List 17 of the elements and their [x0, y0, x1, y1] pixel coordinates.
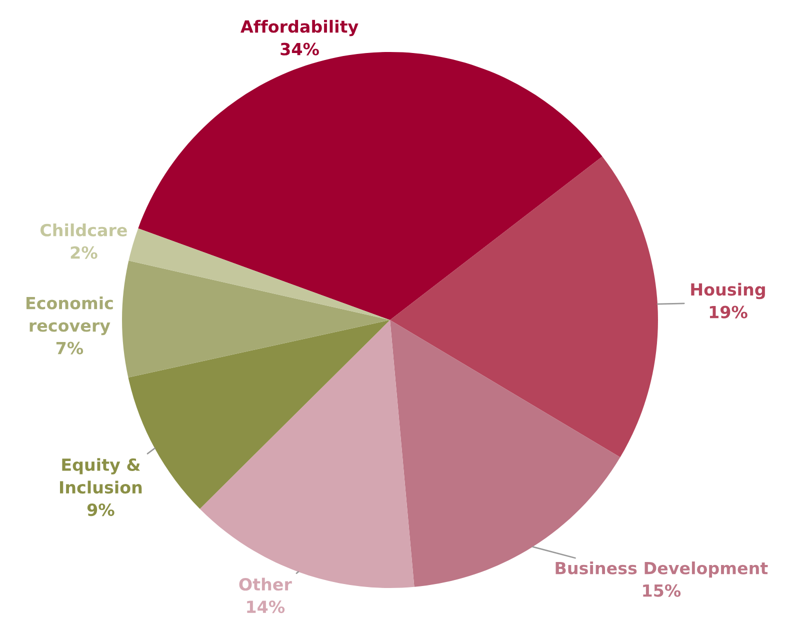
data-label: 19%	[710, 306, 748, 318]
data-label: 2%	[70, 246, 98, 259]
slice-label: Economic recovery	[26, 296, 113, 336]
pie-slice	[128, 228, 390, 320]
pie-slice	[390, 156, 658, 458]
slice-label: Childcare	[40, 224, 127, 236]
slice-label: Other	[239, 578, 292, 591]
slice-label: Housing	[691, 282, 765, 300]
pie-slice	[122, 260, 390, 378]
data-label: 34%	[280, 42, 319, 56]
data-label: 14%	[247, 600, 285, 614]
data-label: 9%	[87, 503, 114, 516]
data-label: 7%	[56, 342, 84, 354]
data-label: 15%	[643, 584, 681, 597]
slice-label: Affordability	[240, 20, 358, 36]
slice-label: Equity & Inclusion	[60, 458, 142, 494]
slice-label: Business Development	[556, 562, 768, 578]
